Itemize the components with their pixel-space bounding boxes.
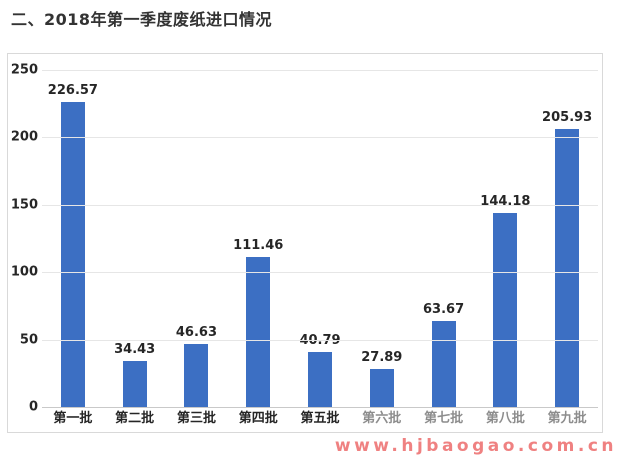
- bar-value-label-2: 34.43: [114, 341, 156, 357]
- bar-column-3: 46.63: [166, 70, 228, 407]
- gridline-150: [42, 204, 598, 206]
- bar-value-label-9: 205.93: [542, 110, 593, 126]
- bar-value-label-1: 226.57: [47, 82, 98, 98]
- x-category-label-9: 第九批: [547, 411, 587, 426]
- x-category-label-5: 第五批: [300, 411, 340, 426]
- x-category-label-8: 第八批: [485, 411, 525, 426]
- x-category-label-2: 第二批: [115, 411, 155, 426]
- bar-column-7: 63.67: [413, 70, 475, 407]
- watermark: www.hjbaogao.com.cn: [334, 436, 617, 456]
- bar-column-9: 205.93: [536, 70, 598, 407]
- y-tick-label-200: 200: [10, 129, 38, 145]
- bar-8: [493, 212, 518, 407]
- bar-column-6: 27.89: [351, 70, 413, 407]
- gridline-0: [42, 407, 598, 408]
- x-category-label-6: 第六批: [362, 411, 402, 426]
- bar-column-1: 226.57: [42, 70, 104, 407]
- bar-column-2: 34.43: [104, 70, 166, 407]
- bars-row: 226.57 34.43 46.63 111.46 40.79 27.89 63.67 144…: [42, 70, 598, 407]
- categories-row: 第一批 第二批 第三批 第四批 第五批 第六批 第七批 第八批 第九批: [42, 412, 598, 425]
- bar-column-5: 40.79: [289, 70, 351, 407]
- bar-7: [431, 321, 456, 407]
- bar-2: [122, 360, 147, 407]
- bar-5: [308, 352, 333, 407]
- x-category-label-4: 第四批: [238, 411, 278, 426]
- bar-value-label-6: 27.89: [361, 350, 403, 366]
- bar-column-4: 111.46: [227, 70, 289, 407]
- x-category-label-3: 第三批: [176, 411, 216, 426]
- bar-6: [369, 369, 394, 407]
- bar-value-label-7: 63.67: [423, 302, 465, 318]
- plot-area: 226.57 34.43 46.63 111.46 40.79 27.89 63.67 144…: [42, 70, 598, 408]
- bar-4: [246, 256, 271, 407]
- x-category-label-7: 第七批: [424, 411, 464, 426]
- y-tick-label-0: 0: [28, 399, 38, 415]
- bar-9: [555, 129, 580, 407]
- y-tick-label-100: 100: [10, 264, 38, 280]
- bar-value-label-3: 46.63: [175, 325, 218, 341]
- bar-3: [184, 344, 209, 407]
- bar-column-8: 144.18: [474, 70, 536, 407]
- x-category-label-1: 第一批: [53, 411, 93, 426]
- bar-1: [60, 101, 85, 407]
- y-tick-label-150: 150: [10, 197, 38, 213]
- gridline-200: [42, 137, 598, 139]
- bar-value-label-4: 111.46: [233, 237, 284, 253]
- y-tick-label-50: 50: [19, 332, 38, 348]
- y-tick-label-250: 250: [10, 62, 38, 78]
- y-axis: 250 200 150 100 50 0: [10, 64, 38, 414]
- gridline-250: [42, 70, 598, 71]
- bar-chart: 250 200 150 100 50 0 226.57 34.43 46.63 111.46 40…: [7, 53, 603, 433]
- gridline-100: [42, 272, 598, 274]
- bar-value-label-8: 144.18: [480, 193, 531, 209]
- gridline-50: [42, 339, 598, 341]
- page-title: 二、2018年第一季度废纸进口情况: [11, 10, 273, 29]
